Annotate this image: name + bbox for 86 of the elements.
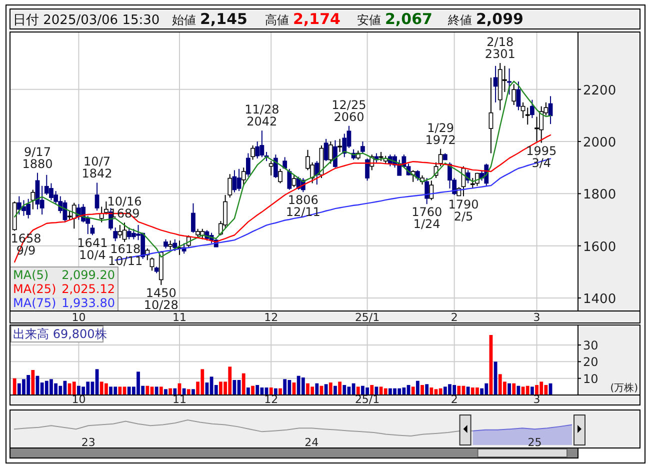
bar [384,388,388,395]
x-tick-label: 2 [450,311,458,324]
chart-title: 日付 2025/03/06 15:30 [13,13,160,28]
bar [425,384,429,395]
bar [269,388,273,395]
bar [430,388,434,395]
bar [370,385,374,395]
y-tick-label: 20 [583,355,598,370]
x-tick-label: 12 [264,311,278,324]
bar [342,385,346,395]
y-axis-title: (万株) [610,382,638,394]
annotation: 1,933.80 [62,296,115,310]
annotation: 9/17 1880 [22,144,53,171]
annotation: 1/29 1972 [425,120,456,147]
bar [154,386,158,395]
bar [146,386,150,395]
bar [457,386,461,395]
bar [186,389,190,395]
text: 始値 2,145 [172,10,248,28]
bar [411,386,415,395]
bar [356,386,360,395]
bar [242,373,246,395]
y-tick-label: 2200 [583,83,616,98]
bar [31,370,35,395]
annotation: 12/25 2060 [332,98,366,124]
y-tick-label: 1400 [583,292,616,307]
annotation: 1641 10/4 [77,236,108,262]
annotation: 2,025.12 [62,282,115,296]
bar [168,388,172,395]
annotation: 1790 2/5 [448,197,479,224]
x-tick-label: 3 [533,311,540,324]
bar [118,386,122,395]
bar [324,384,328,395]
annotation: 1450 10/28 [144,286,178,312]
bar [72,382,76,395]
bar [512,383,516,395]
bar [192,389,195,395]
bar [274,388,278,395]
bar [526,386,530,395]
bar [508,383,511,395]
bar [182,388,186,395]
bar [104,383,108,395]
bar [420,385,424,395]
annotation: 1760 1/24 [412,205,442,232]
y-tick-label: 1800 [583,188,616,203]
bar [159,386,163,395]
chart-title: 出来高 69,800株 [13,327,107,341]
text: 高値 2,174 [265,10,340,28]
y-tick-label: 1600 [583,240,616,255]
x-tick-label: 25/1 [354,311,380,324]
y-tick-label: 30 [583,338,598,353]
annotation: 10/7 1842 [82,154,112,181]
x-tick-label: 11 [172,311,186,324]
bar [278,388,282,395]
bar [466,386,470,395]
bar [328,382,332,395]
bar [438,388,442,395]
annotation: 1806 12/11 [286,193,320,220]
bar [246,388,250,395]
y-tick-label: 2000 [583,135,616,150]
text: MA(75) [13,296,56,310]
bar [12,378,16,395]
annotation: 2,099.20 [62,268,115,282]
y-tick-label: 10 [583,372,598,386]
bar [334,386,337,395]
annotation: 1618 10/11 [108,242,143,268]
bar [256,385,260,395]
bar [530,386,534,395]
text: 安値 2,067 [357,10,432,28]
text: 終値 2,099 [447,10,524,28]
bar [173,388,177,395]
text: MA(5) [13,268,49,282]
bar [251,386,254,395]
bar [315,383,319,395]
annotation: 2/18 2301 [484,35,516,62]
x-tick-label: 10 [72,311,86,324]
bar [416,380,420,395]
bar [164,389,168,395]
bar [301,378,305,395]
annotation: 11/28 2042 [244,102,280,129]
x-tick-label: 24 [304,436,319,449]
bar [283,379,287,395]
series-label: MA(25) [13,282,56,296]
x-tick-label: 25 [528,436,542,449]
x-tick-label: 23 [81,436,96,449]
bar [338,382,342,395]
